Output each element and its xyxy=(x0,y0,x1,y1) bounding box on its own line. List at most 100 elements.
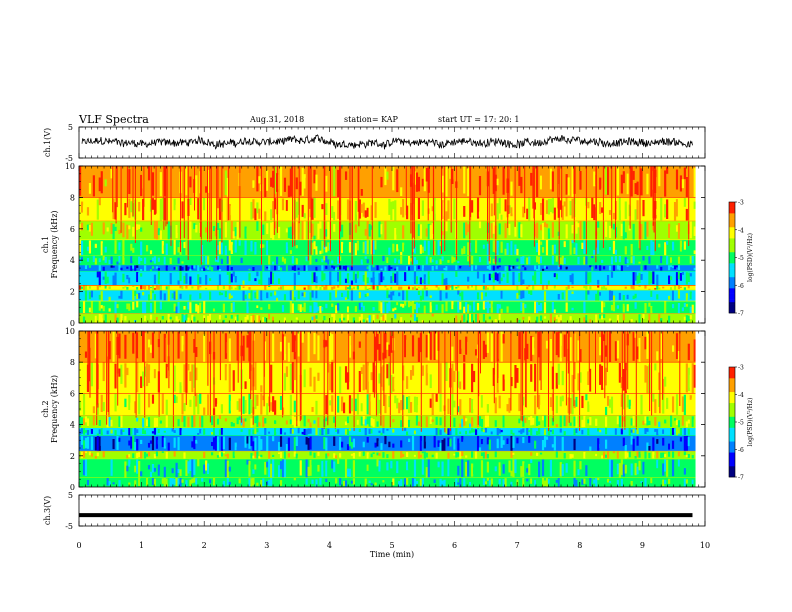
ch2-texture xyxy=(666,397,669,409)
ch2-texture xyxy=(142,428,145,434)
ch1-texture xyxy=(195,303,198,312)
ch1-texture xyxy=(270,177,273,187)
ch1-texture xyxy=(406,285,409,290)
ch1-texture xyxy=(305,198,308,214)
ch1-texture xyxy=(526,290,529,301)
ch1-texture xyxy=(248,293,251,299)
ch1-texture xyxy=(512,202,515,214)
ch1-colorbar-cell xyxy=(729,218,735,222)
ch2-texture xyxy=(301,420,304,426)
ch1-texture xyxy=(335,267,338,271)
ch1-texture xyxy=(317,223,320,240)
ch1-texture xyxy=(563,257,566,265)
ch1-texture xyxy=(222,319,225,323)
ch1-texture xyxy=(337,291,340,301)
ch2-texture xyxy=(603,451,606,459)
ch1-texture xyxy=(321,240,324,254)
ch2-texture xyxy=(181,336,184,352)
ch1-texture xyxy=(193,265,196,269)
ch2-ytick-label: 6 xyxy=(70,389,75,398)
ch2-texture xyxy=(406,396,409,410)
ch1-texture xyxy=(272,316,275,322)
ch2-texture xyxy=(624,362,627,393)
ch1-texture xyxy=(417,303,421,308)
ch2-texture xyxy=(543,415,547,427)
ch2-colorbar-cell xyxy=(729,438,735,442)
ch2-texture xyxy=(526,428,529,436)
ch2-texture xyxy=(530,415,533,426)
ch1-texture xyxy=(583,221,586,240)
ch1-texture xyxy=(662,258,665,264)
ch2-texture xyxy=(406,339,409,359)
ch2-texture xyxy=(167,478,170,484)
ch2-texture xyxy=(425,452,428,458)
ch2-texture xyxy=(264,427,267,436)
ch1-texture xyxy=(559,200,562,210)
ch1-texture xyxy=(555,255,558,262)
ch2-texture xyxy=(122,477,125,485)
ch2-texture xyxy=(384,394,387,414)
ch1-texture xyxy=(299,212,302,219)
ch1-texture xyxy=(583,301,586,314)
ch1-texture xyxy=(358,316,361,321)
ch2-texture xyxy=(319,429,322,435)
ch2-texture xyxy=(557,363,560,385)
ch1-texture xyxy=(297,257,300,260)
ch1-texture xyxy=(96,271,99,278)
ch2-texture xyxy=(612,479,616,487)
ch2-texture xyxy=(601,394,604,414)
ch2-texture xyxy=(248,436,251,449)
ch2-texture xyxy=(100,452,103,459)
ch2-texture xyxy=(396,333,399,361)
ch2-texture xyxy=(567,436,570,450)
ch1-texture xyxy=(366,266,369,270)
ch2-texture xyxy=(268,458,271,478)
ch1-texture xyxy=(608,290,612,301)
ch2-texture xyxy=(246,436,249,444)
ch1-colorbar-cell xyxy=(729,307,735,311)
ch2-texture xyxy=(210,416,214,426)
ch1-texture xyxy=(295,258,298,265)
ch1-texture xyxy=(256,271,259,277)
ch1-texture xyxy=(494,285,497,290)
ch1-texture xyxy=(656,294,659,300)
ch1-texture xyxy=(577,242,580,255)
ch2-texture xyxy=(283,336,287,361)
ch2-texture xyxy=(222,480,225,487)
ch1-texture xyxy=(297,304,300,311)
ch1-texture xyxy=(431,302,434,306)
ch2-texture xyxy=(660,427,663,432)
ch1-texture xyxy=(159,279,162,285)
ch1-texture xyxy=(603,294,606,301)
ch2-texture xyxy=(289,394,292,415)
ch1-texture xyxy=(291,303,294,314)
ch1-texture xyxy=(378,273,381,285)
ch2-texture xyxy=(147,393,151,408)
ch2-texture xyxy=(429,331,432,360)
ch1-texture xyxy=(352,169,355,184)
ch2-texture xyxy=(559,462,562,477)
ch2-texture xyxy=(608,459,612,478)
ch2-texture xyxy=(364,427,367,436)
ch1-texture xyxy=(463,222,466,239)
ch1-texture xyxy=(230,255,233,261)
ch2-texture xyxy=(88,451,92,456)
ch2-burst xyxy=(144,331,146,418)
ch2-burst xyxy=(108,331,110,417)
ch1-texture xyxy=(498,258,501,263)
ch2-texture xyxy=(478,453,482,456)
ch2-texture xyxy=(563,431,566,436)
ch2-texture xyxy=(508,397,511,413)
ch1-texture xyxy=(128,169,131,194)
ch2-texture xyxy=(567,422,570,427)
ch1-texture xyxy=(311,290,314,298)
ch2-burst xyxy=(493,331,495,404)
ch2-burst xyxy=(539,331,541,381)
ch1-texture xyxy=(406,205,409,220)
ch2-texture xyxy=(530,335,533,362)
ch2-texture xyxy=(632,428,635,433)
ch1-texture xyxy=(274,198,277,210)
ch1-texture xyxy=(88,265,92,268)
ch2-texture xyxy=(189,459,192,471)
ch1-texture xyxy=(449,286,452,288)
